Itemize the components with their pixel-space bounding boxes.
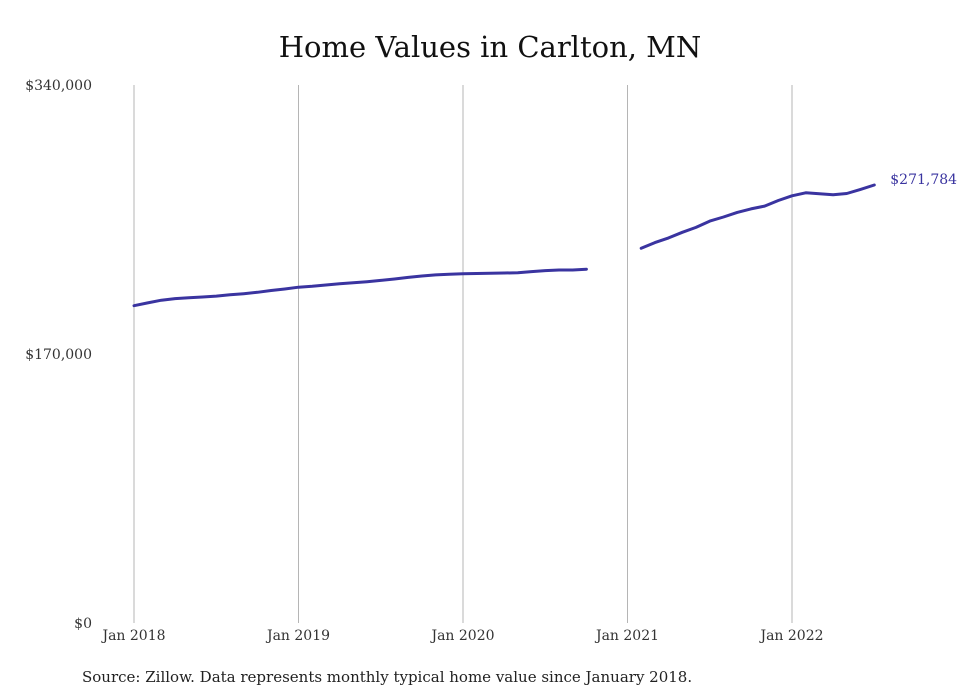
chart-title: Home Values in Carlton, MN <box>278 30 702 64</box>
source-note: Source: Zillow. Data represents monthly … <box>82 668 693 686</box>
x-tick-label: Jan 2021 <box>594 628 659 644</box>
series-line-segment <box>639 183 876 250</box>
series-line-segment <box>132 267 588 308</box>
x-tick-label: Jan 2020 <box>429 628 494 644</box>
x-tick-label: Jan 2022 <box>758 628 823 644</box>
y-tick-label: $170,000 <box>25 347 92 363</box>
y-axis: $340,000 $170,000 $0 <box>25 78 92 632</box>
y-tick-label: $340,000 <box>25 78 92 94</box>
y-tick-label: $0 <box>74 616 92 632</box>
gridlines <box>133 85 793 623</box>
series-lines <box>132 183 876 308</box>
x-tick-label: Jan 2018 <box>100 628 165 644</box>
x-tick-label: Jan 2019 <box>265 628 330 644</box>
x-axis: Jan 2018 Jan 2019 Jan 2020 Jan 2021 Jan 2022 <box>100 628 823 644</box>
end-value-label: $271,784 <box>890 172 957 188</box>
